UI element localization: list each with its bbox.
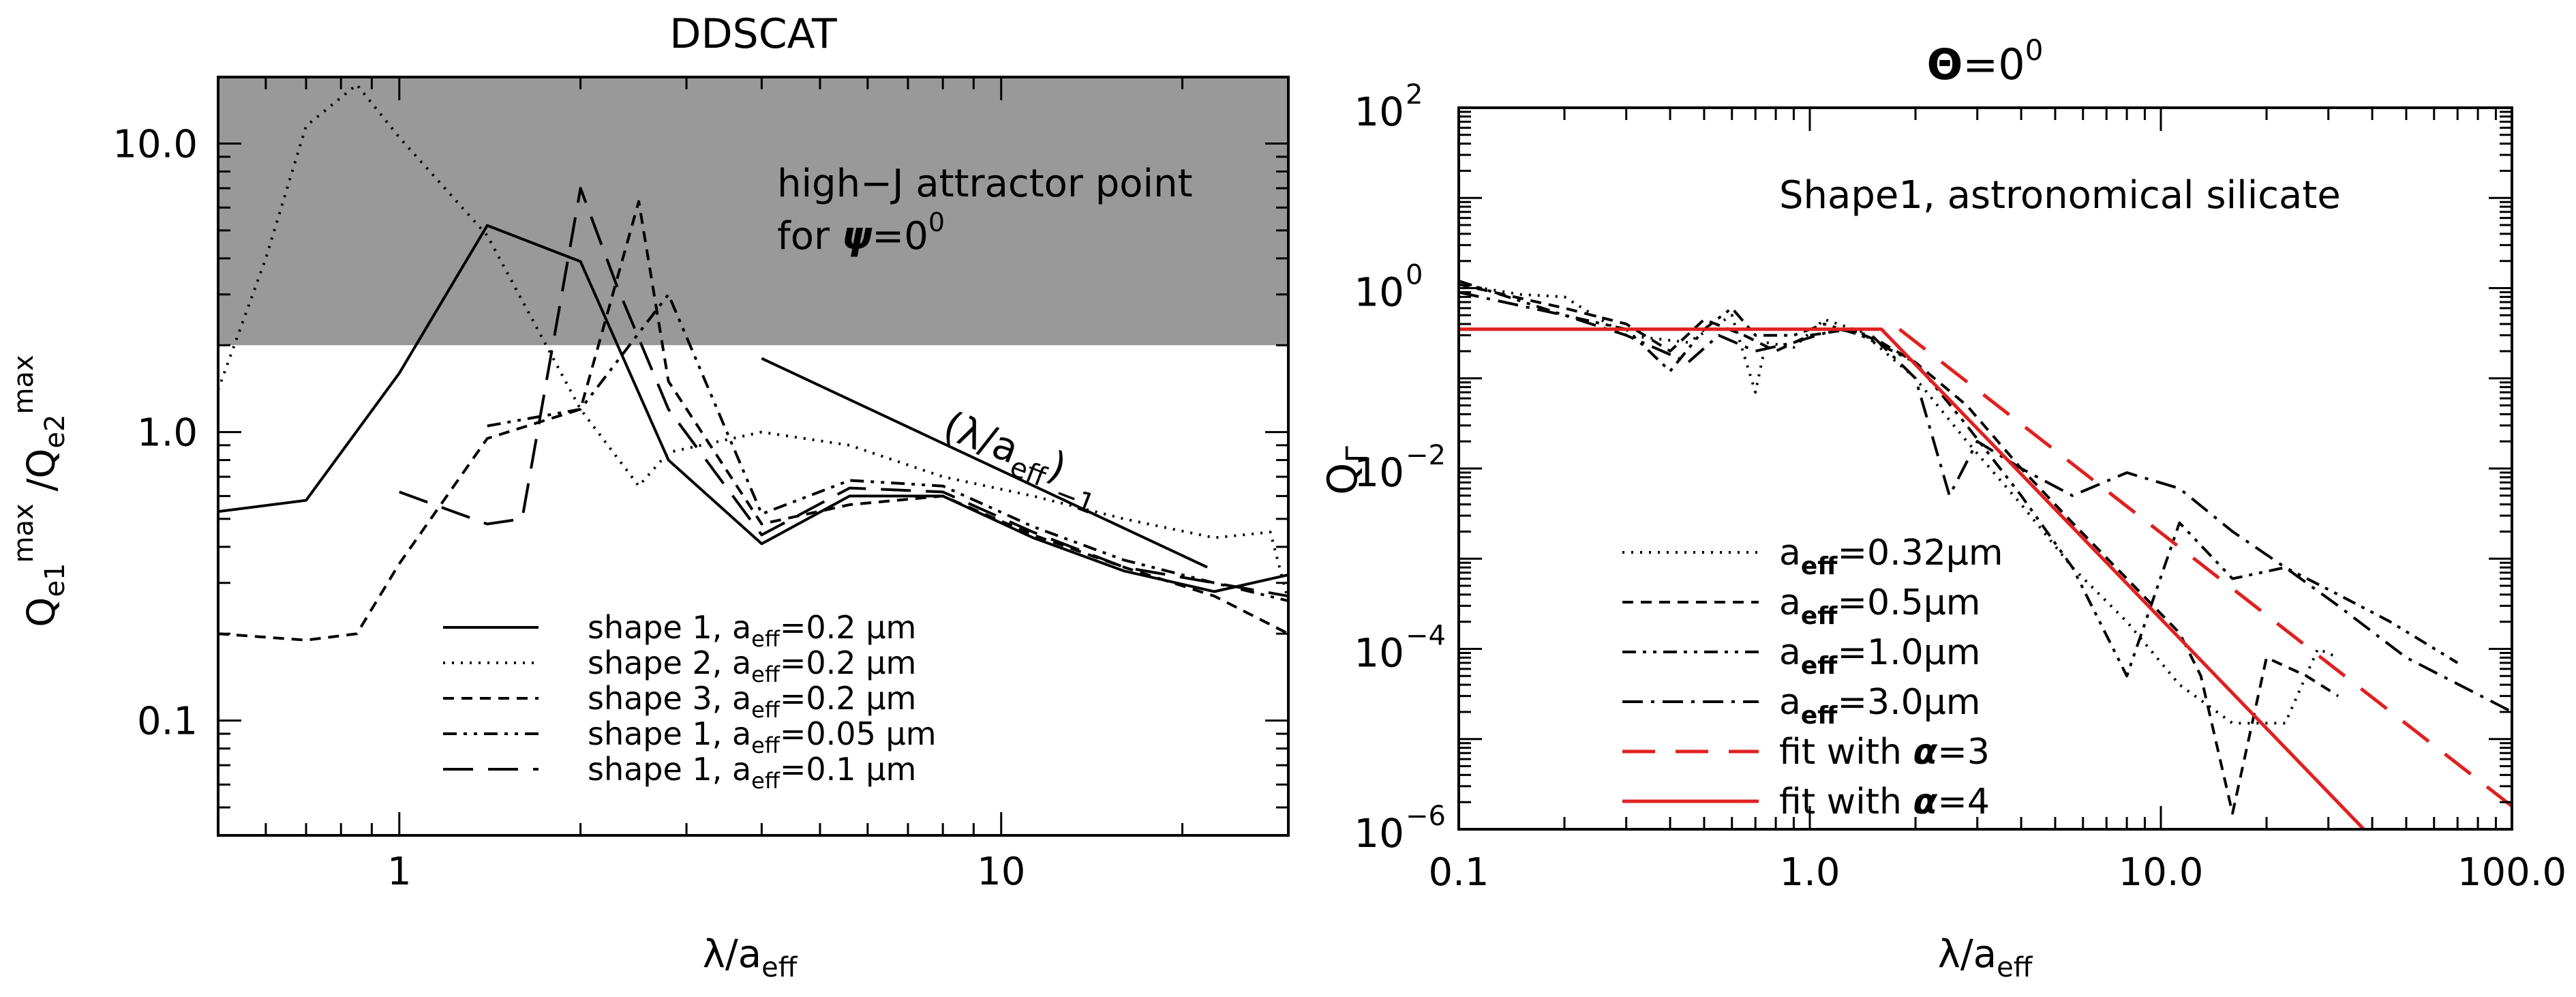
left-shaded-region	[218, 77, 1288, 346]
right-y-tick-label: 10	[1354, 449, 1404, 496]
left-title: DDSCAT	[669, 10, 837, 58]
right-x-axis-label: λ/aeff	[1938, 932, 2033, 983]
left-legend-label-3: shape 3, aeff=0.2 μm	[588, 680, 916, 723]
right-series-6	[1459, 327, 2367, 829]
left-y-tick-label: 0.1	[137, 700, 198, 744]
right-legend-label-2: aeff=0.5μm	[1779, 582, 1980, 630]
left-legend-label-2: shape 2, aeff=0.2 μm	[588, 644, 916, 687]
left-legend-label-4: shape 1, aeff=0.05 μm	[588, 715, 937, 758]
right-y-tick-exponent: 0	[1406, 260, 1423, 291]
right-x-tick-label: 0.1	[1428, 850, 1489, 895]
right-legend-label-6: fit with α=4	[1779, 782, 1990, 822]
right-y-tick-label: 10	[1354, 810, 1404, 857]
right-series-1	[1459, 283, 2339, 725]
right-legend-label-3: aeff=1.0μm	[1779, 632, 1980, 680]
left-reference-line	[761, 357, 1208, 569]
left-series-4	[487, 293, 1288, 603]
right-x-tick-label: 100.0	[2457, 850, 2566, 895]
left-series-1	[218, 224, 1288, 593]
right-legend-label-4: aeff=3.0μm	[1779, 682, 1980, 730]
left-plot-frame	[217, 76, 1290, 837]
right-y-tick-exponent: −2	[1406, 440, 1446, 471]
right-legend-label-1: aeff=0.32μm	[1779, 533, 2003, 580]
left-annotation-line1: high−J attractor point	[777, 162, 1193, 206]
left-x-tick-label: 10	[977, 850, 1025, 894]
right-series-5	[1898, 327, 2512, 808]
right-y-tick-exponent: 2	[1406, 79, 1423, 110]
left-y-tick-label: 1.0	[137, 411, 198, 456]
left-y-axis-label: Qe1max /Qe2max	[8, 355, 71, 627]
left-y-tick-label: 10.0	[112, 122, 198, 166]
left-series-lines	[218, 83, 1288, 642]
left-x-ticks: 1 10	[217, 77, 1290, 894]
left-y-ticks: 0.1 1.0 10.0	[112, 122, 1288, 837]
right-x-tick-label: 1.0	[1779, 850, 1840, 895]
left-series-5	[399, 187, 1288, 598]
left-panel: 1 10 0.1 1.0 10.0 DDSCAT high−J attractor p…	[8, 10, 1290, 983]
right-y-tick-exponent: −6	[1406, 801, 1446, 832]
right-series-4	[1459, 291, 2512, 713]
right-title: Θ=00	[1927, 33, 2044, 89]
right-y-tick-label: 10	[1354, 630, 1404, 676]
right-y-axis-label: QΓ	[1319, 446, 1375, 495]
left-x-axis-label: λ/aeff	[703, 932, 798, 983]
right-legend-label-5: fit with α=3	[1779, 732, 1990, 773]
left-legend-label-5: shape 1, aeff=0.1 μm	[588, 751, 916, 794]
right-series-lines	[1459, 280, 2512, 829]
right-annotation: Shape1, astronomical silicate	[1779, 173, 2341, 218]
right-y-tick-label: 10	[1354, 89, 1404, 135]
right-x-tick-label: 10.0	[2119, 850, 2204, 895]
right-series-3	[1459, 280, 2459, 678]
right-x-ticks: 0.1 1.0 10.0 100.0	[1428, 108, 2566, 895]
right-y-tick-exponent: −4	[1406, 621, 1446, 652]
left-x-tick-label: 1	[387, 850, 412, 894]
left-annotation-line2: for ψ=00	[777, 207, 945, 258]
right-y-tick-label: 10	[1354, 269, 1404, 316]
left-legend-label-1: shape 1, aeff=0.2 μm	[588, 609, 916, 652]
right-legend: aeff=0.32μmaeff=0.5μmaeff=1.0μmaeff=3.0μ…	[1622, 533, 2003, 822]
